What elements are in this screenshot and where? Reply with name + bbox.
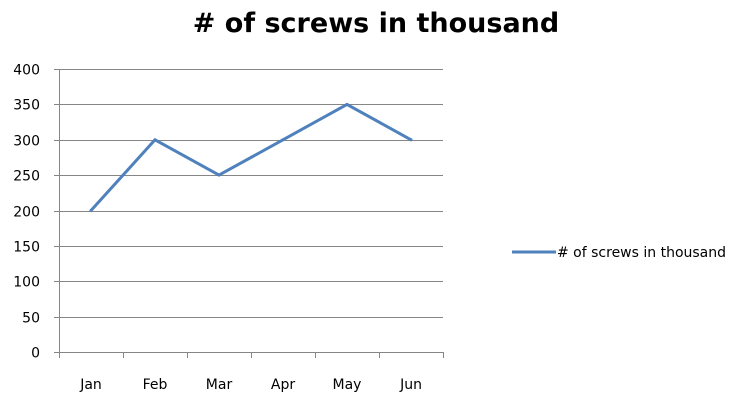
- x-tick-label-apr: Apr: [271, 377, 295, 393]
- y-axis-tick-labels: 0 50 100 150 200 250 300 350 400: [13, 63, 40, 362]
- series-lines: [89, 102, 413, 212]
- y-tick-label: 400: [13, 63, 40, 79]
- data-point-may: [345, 102, 349, 106]
- data-point-jun: [409, 138, 413, 142]
- axes: [54, 69, 444, 358]
- y-tick-label: 350: [13, 98, 40, 114]
- y-tick-label: 100: [13, 275, 40, 291]
- y-tick-label: 0: [31, 346, 40, 362]
- data-point-jan: [89, 209, 93, 212]
- x-axis-tick-labels: Jan Feb Mar Apr May Jun: [79, 377, 422, 393]
- gridlines: [59, 69, 443, 318]
- x-tick-label-jan: Jan: [79, 377, 102, 393]
- data-point-apr: [281, 138, 285, 142]
- y-tick-label: 200: [13, 205, 40, 221]
- x-tick-label-may: May: [333, 377, 362, 393]
- series-line-0: [89, 102, 413, 212]
- y-tick-label: 250: [13, 169, 40, 185]
- chart-title: # of screws in thousand: [193, 8, 559, 39]
- legend: # of screws in thousand: [512, 245, 726, 261]
- legend-label: # of screws in thousand: [557, 245, 726, 261]
- y-tick-label: 300: [13, 134, 40, 150]
- data-point-mar: [217, 173, 221, 177]
- data-point-feb: [153, 138, 157, 142]
- y-tick-label: 50: [22, 311, 40, 327]
- x-tick-label-feb: Feb: [143, 377, 168, 393]
- x-tick-label-jun: Jun: [399, 377, 422, 393]
- y-tick-label: 150: [13, 240, 40, 256]
- x-tick-label-mar: Mar: [206, 377, 233, 393]
